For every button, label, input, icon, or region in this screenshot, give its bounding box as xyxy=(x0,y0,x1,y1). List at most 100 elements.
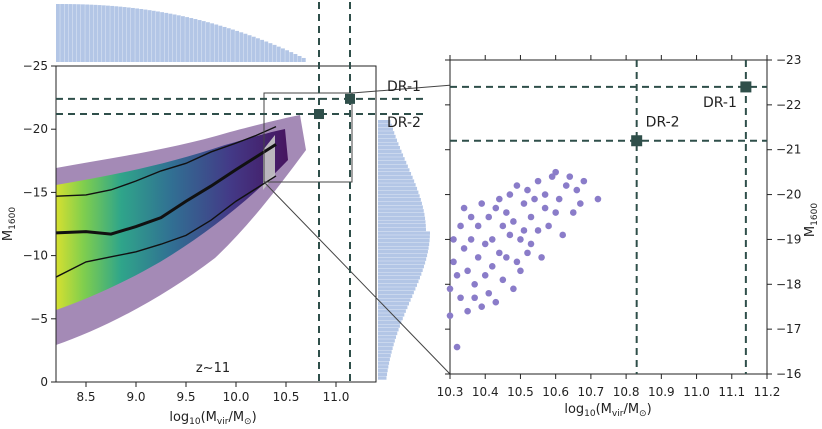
right-hist-bar xyxy=(378,298,411,302)
main-y-tick-label: 0 xyxy=(40,375,48,389)
right-hist-bar xyxy=(378,342,394,347)
right-hist-bar xyxy=(378,198,421,202)
scatter-point xyxy=(496,249,503,257)
scatter-point xyxy=(488,236,496,243)
scatter-point xyxy=(510,218,517,225)
scatter-point xyxy=(552,168,559,176)
scatter-point xyxy=(457,222,464,230)
zoom-y-tick-label: −21 xyxy=(776,143,801,157)
scatter-point xyxy=(520,227,528,234)
right-hist-bar xyxy=(378,294,413,298)
scatter-point xyxy=(485,289,493,297)
scatter-point xyxy=(488,263,496,270)
scatter-point xyxy=(471,294,478,302)
right-hist-bar xyxy=(378,127,393,131)
scatter-point xyxy=(566,173,574,180)
scatter-point xyxy=(450,236,457,243)
top-hist-bar xyxy=(93,4,98,63)
scatter-point xyxy=(513,258,521,266)
right-hist-bar xyxy=(378,157,405,161)
scatter-point xyxy=(474,254,482,261)
top-hist-bar xyxy=(301,57,306,62)
top-hist-bar xyxy=(197,20,202,62)
scatter-point xyxy=(506,191,514,198)
right-hist-bar xyxy=(378,227,426,232)
scatter-point xyxy=(460,204,468,212)
right-hist-bar xyxy=(378,160,407,165)
right-hist-bar xyxy=(378,257,427,261)
main-x-tick-label: 9.0 xyxy=(126,390,145,404)
scatter-point xyxy=(457,294,464,302)
scatter-point xyxy=(559,231,567,239)
top-hist-bar xyxy=(85,4,90,63)
right-hist-bar xyxy=(378,164,408,168)
top-hist-bar xyxy=(181,16,185,63)
right-hist-bar xyxy=(378,354,391,358)
top-hist-bar xyxy=(89,4,94,62)
main-marker xyxy=(314,109,324,120)
right-hist-bar xyxy=(378,235,430,239)
scatter-point xyxy=(460,245,468,252)
zoom-y-tick-label: −23 xyxy=(776,53,801,67)
scatter-point xyxy=(474,222,482,230)
scatter-point xyxy=(577,200,584,207)
right-hist-bar xyxy=(378,264,424,269)
right-hist-bar xyxy=(378,268,423,272)
scatter-point xyxy=(464,267,471,275)
right-hist-bar xyxy=(378,261,426,265)
inset-box xyxy=(263,92,353,183)
upper-percentile-line xyxy=(56,126,277,197)
zoom-x-tick-label: 10.3 xyxy=(437,385,464,399)
right-hist-bar xyxy=(378,372,388,376)
right-hist-bar xyxy=(378,246,429,250)
top-hist-bar xyxy=(231,29,235,62)
right-hist-bar xyxy=(378,242,430,246)
right-hist-bar xyxy=(378,138,398,142)
top-hist-bar xyxy=(297,55,302,62)
scatter-point xyxy=(538,254,545,261)
scatter-point xyxy=(503,209,510,216)
top-hist-bar xyxy=(185,17,190,62)
right-hist-bar xyxy=(378,290,414,295)
right-hist-bar xyxy=(378,190,419,194)
zoom-x-tick-label: 10.4 xyxy=(472,385,499,399)
scatter-point xyxy=(552,209,559,216)
top-hist-bar xyxy=(272,44,277,62)
right-hist-bar xyxy=(378,238,430,243)
right-hist-bar xyxy=(378,149,402,154)
top-hist-bar xyxy=(201,21,206,63)
scatter-point xyxy=(545,222,552,230)
scatter-point xyxy=(499,222,507,230)
main-y-tick-label: −25 xyxy=(23,59,48,73)
scatter-point xyxy=(541,191,549,198)
scatter-point xyxy=(446,285,454,293)
zoom-marker-label: DR-2 xyxy=(646,115,680,131)
scatter-point xyxy=(517,236,524,243)
right-hist-bar xyxy=(378,368,388,373)
top-hist-bar xyxy=(156,11,160,62)
right-hist-bar xyxy=(378,183,416,187)
top-hist-bar xyxy=(72,4,77,63)
scatter-point xyxy=(467,236,475,243)
zoom-axes-frame xyxy=(449,59,768,375)
connector-bottom xyxy=(263,181,451,375)
right-hist-bar xyxy=(378,324,400,328)
zoom-y-tick-label: −19 xyxy=(776,232,801,246)
top-hist-bar xyxy=(106,5,110,63)
main-marker-label: DR-1 xyxy=(387,79,421,95)
right-hist-bar xyxy=(378,350,392,354)
scatter-band xyxy=(263,135,275,190)
scatter-point xyxy=(541,204,549,212)
main-panel: 8.5 9.0 9.5 10.0 10.5 11.0 0 −5 −10 −15 −20 −25 xyxy=(23,59,377,404)
scatter-point xyxy=(499,276,507,284)
right-hist-bar xyxy=(378,316,403,321)
scatter-point xyxy=(534,177,542,185)
scatter-point xyxy=(481,240,489,248)
top-hist-bar xyxy=(268,43,273,62)
scatter-point xyxy=(555,195,563,203)
lower-percentile-line xyxy=(56,175,277,278)
right-hist-bar xyxy=(378,201,422,206)
top-hist-bar xyxy=(168,13,173,62)
scatter-point xyxy=(527,240,535,248)
main-annotation: z∼11 xyxy=(196,361,230,376)
